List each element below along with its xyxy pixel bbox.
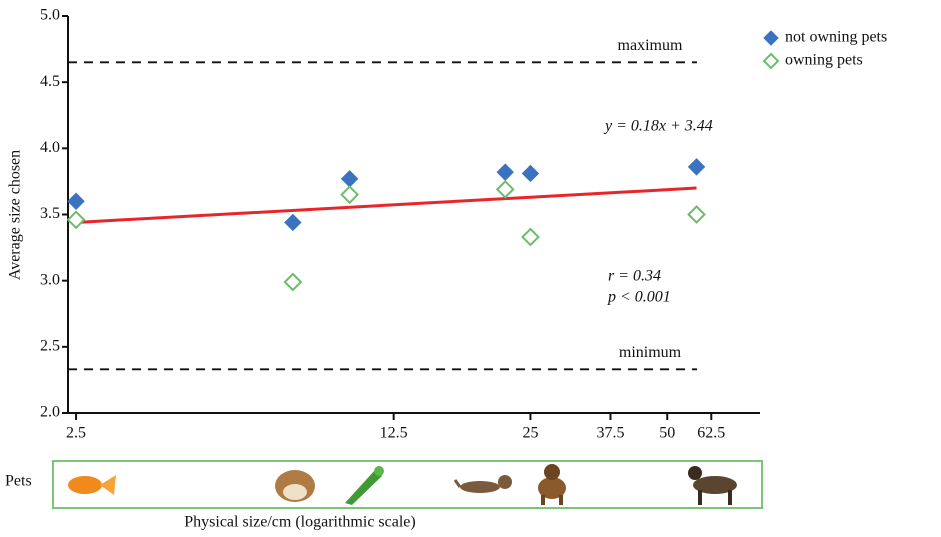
reference-label: maximum — [618, 37, 683, 54]
x-tick-label: 62.5 — [697, 425, 725, 442]
x-tick-label: 37.5 — [596, 425, 624, 442]
reference-label: minimum — [619, 344, 682, 361]
x-tick-label: 12.5 — [380, 425, 408, 442]
y-tick-label: 4.5 — [40, 73, 60, 90]
legend-label: owning pets — [785, 52, 863, 69]
x-tick-label: 25 — [522, 425, 538, 442]
dog-small-icon — [538, 464, 566, 505]
p-value: p < 0.001 — [607, 289, 671, 306]
fish-icon — [68, 475, 116, 495]
dog-large-icon — [688, 466, 737, 505]
data-point — [68, 193, 84, 209]
data-point — [342, 187, 358, 203]
pets-label: Pets — [5, 473, 32, 490]
page: {"chart_data": { "type": "scatter", "xla… — [0, 0, 941, 537]
parrot-icon — [345, 466, 384, 505]
chart: y = 0.18x + 3.44 r = 0.34 p < 0.001 Phys… — [0, 0, 941, 537]
data-point — [689, 207, 705, 223]
pets-strip — [53, 461, 762, 508]
data-point — [689, 159, 705, 175]
legend-marker — [764, 54, 778, 68]
data-point — [68, 212, 84, 228]
data-point — [285, 274, 301, 290]
y-tick-label: 3.5 — [40, 205, 60, 222]
data-point — [342, 171, 358, 187]
legend-marker — [764, 31, 778, 45]
x-tick-label: 2.5 — [66, 425, 86, 442]
data-point — [497, 181, 513, 197]
data-point — [497, 164, 513, 180]
data-point — [285, 214, 301, 230]
data-point — [522, 165, 538, 181]
y-tick-label: 2.0 — [40, 404, 60, 421]
legend-label: not owning pets — [785, 29, 887, 46]
cat-icon — [455, 475, 512, 493]
x-axis-label: Physical size/cm (logarithmic scale) — [184, 514, 415, 531]
hamster-icon — [275, 470, 315, 502]
y-tick-label: 5.0 — [40, 7, 60, 24]
y-tick-label: 3.0 — [40, 271, 60, 288]
y-tick-label: 4.0 — [40, 139, 60, 156]
data-point — [522, 229, 538, 245]
y-tick-label: 2.5 — [40, 338, 60, 355]
x-tick-label: 50 — [659, 425, 675, 442]
y-axis-label: Average size chosen — [7, 150, 24, 280]
fit-line — [76, 188, 696, 222]
equation: y = 0.18x + 3.44 — [603, 118, 713, 135]
r-value: r = 0.34 — [608, 268, 661, 285]
